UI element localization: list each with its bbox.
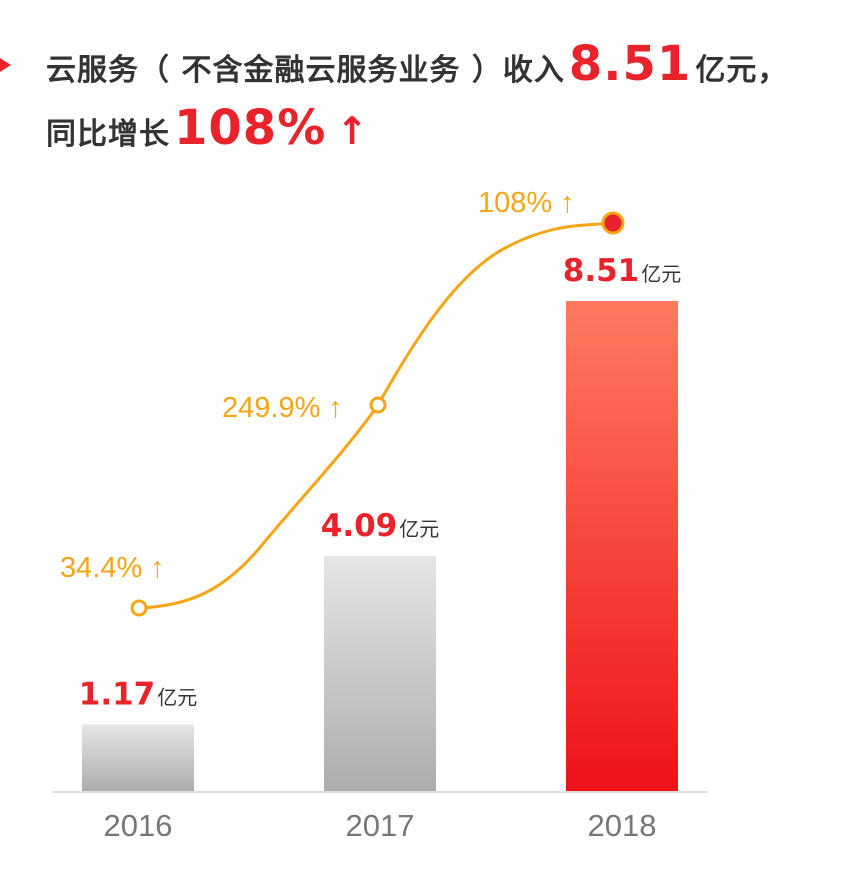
growth-line xyxy=(138,221,614,610)
bar-2016 xyxy=(82,724,194,792)
headline-growth-value: 108% xyxy=(174,100,327,156)
headline-line-2-prefix: 同比增长 xyxy=(46,117,170,152)
headline-revenue-value: 8.51 xyxy=(568,36,692,92)
bar-value-unit: 亿元 xyxy=(157,685,197,709)
bar-value-number: 4.09 xyxy=(321,508,398,544)
headline: 云服务（ 不含金融云服务业务 ）收入 8.51 亿元， 同比增长 108% ↑ xyxy=(0,0,848,170)
bar-2017 xyxy=(324,556,436,792)
growth-point-2016 xyxy=(130,599,148,617)
headline-line-1-prefix: 云服务（ 不含金融云服务业务 ）收入 xyxy=(46,53,565,88)
x-tick-label-2017: 2017 xyxy=(346,808,415,843)
growth-point-2017 xyxy=(369,396,387,414)
bar-value-number: 8.51 xyxy=(563,253,640,289)
headline-line-1-suffix: 亿元， xyxy=(695,53,789,88)
bar-value-unit: 亿元 xyxy=(399,517,439,541)
headline-line-1: 云服务（ 不含金融云服务业务 ）收入 8.51 亿元， xyxy=(46,36,788,104)
growth-label-2018: 108% ↑ xyxy=(478,187,575,219)
headline-up-arrow-icon: ↑ xyxy=(336,109,369,153)
bar-value-label-2017: 4.09 亿元 xyxy=(321,508,440,544)
bar-value-number: 1.17 xyxy=(79,676,156,712)
bar-value-label-2016: 1.17 亿元 xyxy=(79,676,198,712)
x-tick-label-2018: 2018 xyxy=(588,808,657,843)
growth-label-2016: 34.4% ↑ xyxy=(60,552,165,584)
growth-line-layer xyxy=(130,211,625,617)
bar-value-label-2018: 8.51 亿元 xyxy=(563,253,682,289)
bars-layer xyxy=(82,300,678,792)
growth-point-2018 xyxy=(601,211,625,235)
growth-label-2017: 249.9% ↑ xyxy=(222,392,343,424)
x-tick-label-2016: 2016 xyxy=(104,808,173,843)
bullet-arrow-icon xyxy=(0,58,11,72)
bar-value-unit: 亿元 xyxy=(641,262,681,286)
headline-line-2: 同比增长 108% ↑ xyxy=(46,100,368,170)
bar-2018 xyxy=(566,300,678,792)
